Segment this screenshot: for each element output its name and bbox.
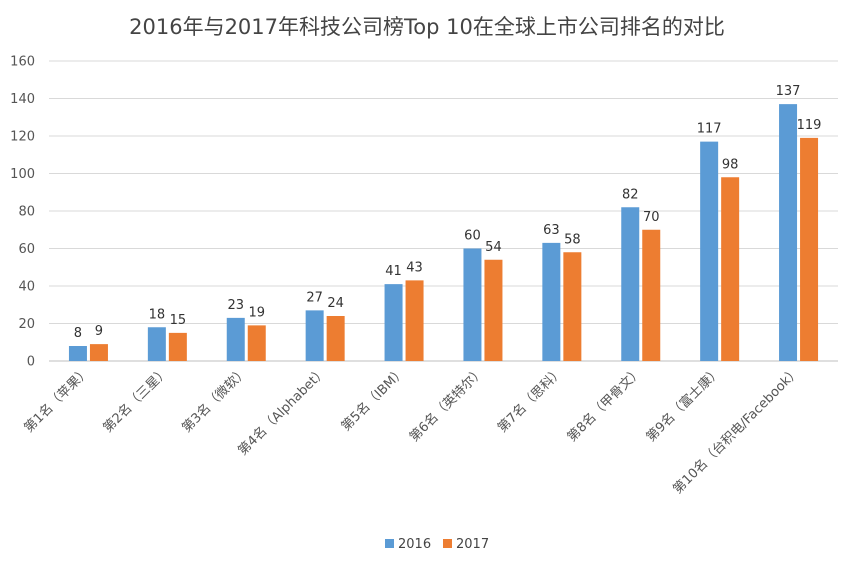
x-tick-label: 第9名（富士康）	[643, 364, 725, 446]
legend-swatch	[385, 539, 394, 548]
x-tick-label: 第7名（思科）	[494, 364, 566, 436]
data-label-2016: 23	[227, 298, 244, 313]
bar-2016	[542, 242, 561, 361]
x-axis: 第1名（苹果） 第2名（三星） 第3名（微软）第4名（Alphabet） 第5名（IB…	[21, 364, 803, 498]
bar-2017	[721, 177, 740, 361]
chart-title: 2016年与2017年科技公司榜Top 10在全球上市公司排名的对比	[129, 15, 725, 39]
y-tick-label: 140	[10, 92, 35, 107]
y-axis: 0 20 40 60 80 100 120 140 160	[10, 55, 35, 370]
legend: 2016 2017	[385, 537, 489, 552]
bars	[68, 104, 819, 361]
bar-2017	[405, 280, 424, 361]
data-label-2017: 24	[327, 296, 344, 311]
bar-2016	[305, 310, 324, 361]
y-tick-label: 80	[18, 205, 35, 220]
x-tick-label: 第5名（IBM）	[338, 364, 409, 435]
y-tick-label: 100	[10, 167, 35, 182]
bar-2017	[168, 332, 187, 361]
bar-2016	[463, 248, 482, 361]
data-label-2017: 54	[485, 240, 502, 255]
bar-2016	[700, 141, 719, 361]
data-label-2017: 43	[406, 260, 423, 275]
x-tick-label: 第10名（台积电/Facebook）	[670, 364, 804, 498]
x-tick-label: 第8名（甲骨文）	[564, 364, 646, 446]
data-label-2016: 8	[74, 326, 82, 341]
bar-2016	[226, 317, 245, 361]
data-label-2016: 117	[697, 122, 722, 137]
data-label-2016: 60	[464, 229, 481, 244]
data-label-2016: 27	[306, 290, 323, 305]
bar-2017	[326, 316, 345, 361]
bar-2016	[147, 327, 166, 361]
x-tick-label: 第2名（三星）	[100, 364, 172, 436]
data-label-2017: 70	[643, 210, 660, 225]
y-tick-label: 120	[10, 130, 35, 145]
x-tick-label: 第1名（苹果）	[21, 364, 93, 436]
legend-item-2017: 2017	[443, 537, 489, 552]
gridlines	[49, 60, 838, 362]
x-tick-label: 第6名（英特尔）	[406, 364, 488, 446]
bar-2016	[384, 284, 403, 361]
y-tick-label: 0	[27, 355, 35, 370]
x-tick-label: 第4名（Alphabet）	[235, 364, 330, 459]
data-label-2016: 137	[776, 84, 801, 99]
data-labels: 8 9 18 15 23 19 27 24 41 43 60 54 63 58 82 70 117 98 137 11…	[74, 84, 822, 341]
data-label-2017: 119	[797, 118, 822, 133]
bar-2017	[800, 137, 819, 361]
bar-2017	[484, 259, 503, 361]
data-label-2016: 63	[543, 223, 560, 238]
data-label-2017: 15	[170, 313, 187, 328]
y-tick-label: 20	[18, 317, 35, 332]
data-label-2017: 19	[248, 305, 265, 320]
x-tick-label: 第3名（微软）	[179, 364, 251, 436]
data-label-2017: 9	[95, 324, 103, 339]
bar-2016	[68, 346, 87, 361]
bar-2017	[247, 325, 266, 361]
legend-label: 2017	[456, 537, 489, 552]
bar-2016	[779, 104, 798, 361]
data-label-2017: 98	[722, 157, 739, 172]
bar-2017	[89, 344, 108, 361]
legend-label: 2016	[398, 537, 431, 552]
bar-2017	[642, 229, 661, 361]
data-label-2016: 41	[385, 264, 402, 279]
legend-item-2016: 2016	[385, 537, 431, 552]
y-tick-label: 60	[18, 242, 35, 257]
data-label-2016: 18	[149, 307, 166, 322]
bar-2017	[563, 252, 582, 361]
data-label-2016: 82	[622, 187, 639, 202]
y-tick-label: 160	[10, 55, 35, 70]
y-tick-label: 40	[18, 280, 35, 295]
legend-swatch	[443, 539, 452, 548]
bar-2016	[621, 207, 640, 361]
data-label-2017: 58	[564, 232, 581, 247]
